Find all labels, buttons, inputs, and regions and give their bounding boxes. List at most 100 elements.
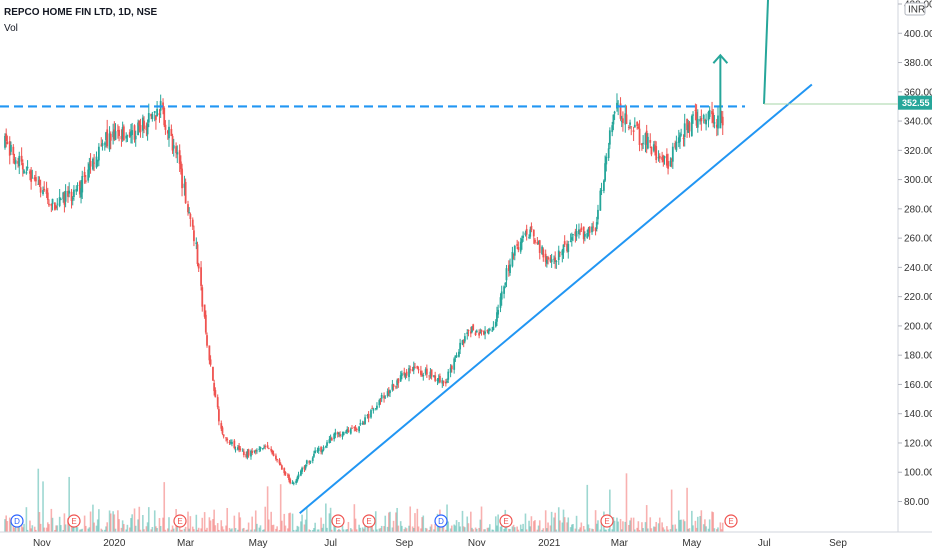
volume-bar (153, 510, 156, 532)
volume-bar (704, 519, 706, 532)
volume-bar (283, 513, 286, 532)
candle-body (608, 130, 611, 145)
volume-bar (647, 528, 649, 532)
volume-bar (214, 525, 217, 532)
candle-body (522, 235, 524, 239)
volume-bar (43, 527, 46, 532)
volume-bar (176, 523, 179, 532)
candle-body (304, 465, 307, 469)
volume-bar (509, 528, 511, 532)
candle-body (18, 155, 21, 167)
candle-body (241, 450, 244, 452)
price-tick-label: 180.00 (904, 351, 932, 362)
volume-bar (322, 523, 325, 532)
volume-bar (247, 522, 250, 532)
candle-body (162, 102, 164, 110)
volume-bar (454, 525, 457, 532)
candle-body (455, 355, 458, 358)
volume-bar (458, 522, 460, 532)
candle-body (439, 375, 441, 383)
candle-body (405, 371, 408, 376)
candle-body (524, 232, 527, 236)
currency-badge (904, 2, 926, 16)
volume-bar (420, 528, 422, 532)
volume-bar (702, 524, 705, 532)
candle-body (38, 179, 41, 185)
candle-body (101, 143, 104, 146)
volume-bar (619, 518, 622, 532)
volume-bar (330, 529, 333, 532)
volume-bar (609, 489, 611, 532)
candle-body (29, 171, 31, 174)
volume-bar (708, 519, 711, 532)
candle-body (453, 358, 456, 370)
candle-body (78, 181, 81, 195)
volume-bar (87, 528, 89, 532)
volume-bar (131, 514, 133, 532)
candle-body (661, 156, 664, 160)
candle-body (313, 453, 315, 457)
volume-bar (138, 506, 141, 532)
volume-bar (557, 507, 560, 532)
volume-bar (412, 527, 415, 532)
volume-bar (628, 524, 630, 532)
candle-body (562, 244, 565, 253)
time-axis[interactable]: Nov 2020 Mar May Jul Sep Nov 2021 Mar May Jul Sep (33, 538, 847, 549)
candle-body (175, 146, 178, 154)
candle-body (376, 405, 378, 409)
volume-bar (130, 518, 132, 532)
volume-bar (654, 526, 656, 532)
volume-bar (472, 529, 474, 532)
candle-body (45, 189, 48, 194)
volume-bar (592, 529, 595, 532)
volume-bar (720, 529, 723, 532)
candle-body (237, 447, 239, 450)
candle-body (155, 115, 157, 120)
volume-bar (680, 519, 682, 532)
candle-body (112, 131, 115, 138)
volume-bar (80, 529, 82, 532)
candle-body (14, 160, 17, 164)
candle-body (705, 119, 707, 125)
candle-body (113, 129, 116, 140)
volume-bar (101, 529, 104, 532)
candle-body (549, 257, 552, 262)
volume-bar (226, 507, 229, 532)
candle-body (84, 180, 87, 182)
candle-body (569, 240, 572, 242)
volume-bar (572, 523, 574, 532)
candle-body (595, 222, 598, 229)
volume-bar (547, 522, 549, 532)
candle-body (516, 244, 519, 246)
volume-bar (524, 513, 527, 532)
volume-bar (71, 527, 74, 532)
volume-bar (405, 528, 408, 532)
drawings[interactable] (0, 0, 898, 514)
volume-bar (147, 507, 150, 532)
volume-bar (171, 525, 174, 532)
volume-bar (566, 522, 568, 532)
volume-bar (599, 529, 602, 532)
candle-body (707, 111, 710, 121)
volume-bar (184, 526, 187, 532)
time-tick-label: May (682, 538, 701, 549)
volume-bar (125, 529, 128, 532)
candle-body (109, 133, 112, 141)
volume-bar (353, 504, 356, 532)
price-axis[interactable]: 80.00 100.00 120.00 140.00 160.00 180.00 200.0… (0, 0, 932, 533)
price-tick-label: 340.00 (904, 117, 932, 128)
volume-bar (155, 526, 157, 532)
volume-bar (513, 527, 516, 532)
volume-bar (711, 511, 713, 532)
candle-body (188, 212, 191, 214)
volume-bar (8, 517, 11, 532)
volume-bar (486, 527, 489, 532)
volume-bar (339, 529, 341, 532)
candle-body (620, 121, 623, 123)
time-tick-label: Sep (395, 538, 413, 549)
volume-bar (600, 519, 603, 532)
price-tick-label: 160.00 (904, 380, 932, 391)
volume-bar (253, 529, 256, 532)
